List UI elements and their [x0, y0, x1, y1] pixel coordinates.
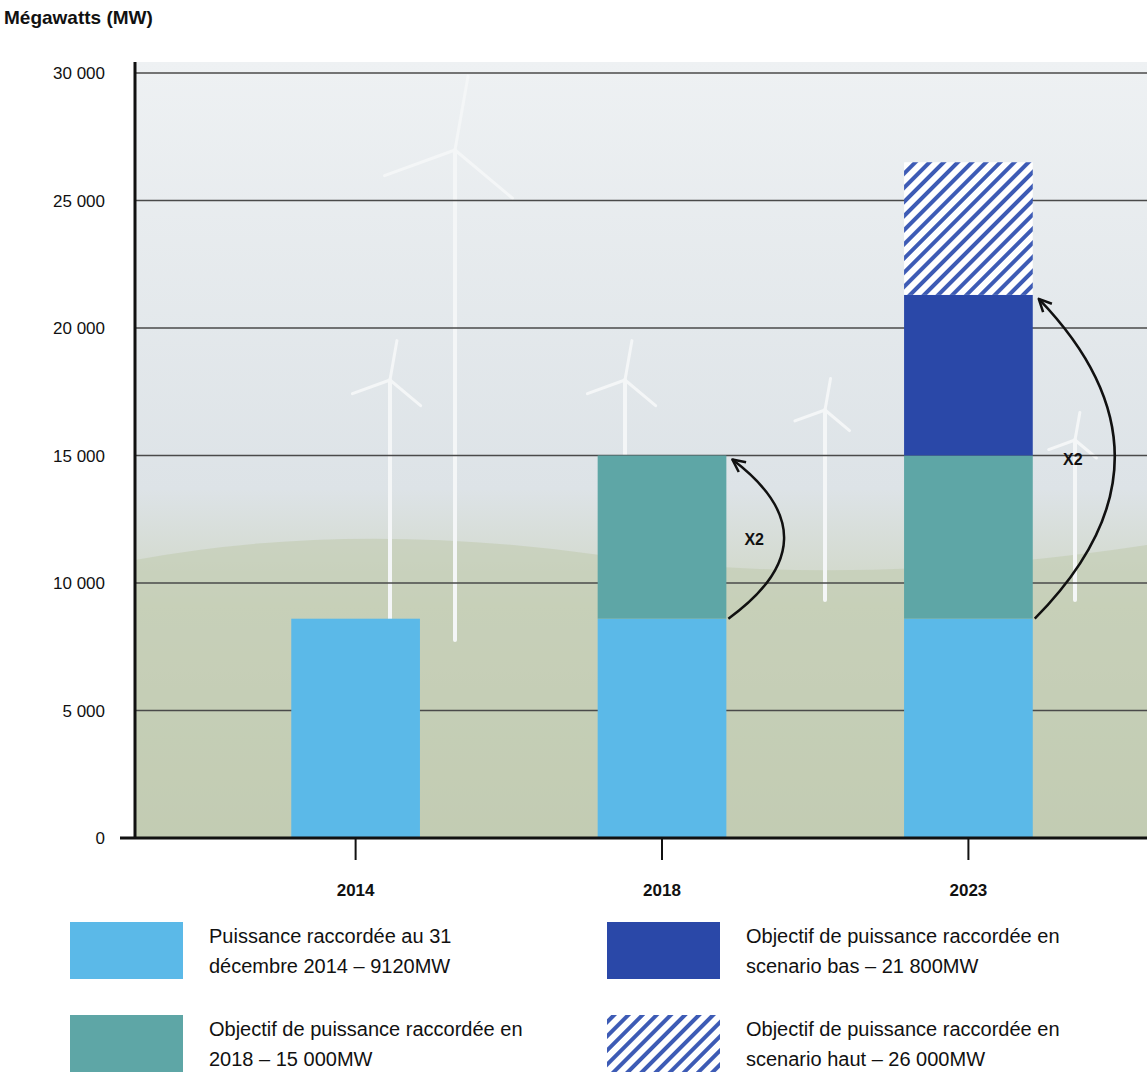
turbine-blade — [625, 341, 632, 380]
annotation-arrow — [728, 460, 784, 619]
x-tick — [967, 838, 969, 860]
turbine — [1049, 412, 1097, 600]
legend-label-line: Objectif de puissance raccordée en — [746, 1018, 1060, 1040]
annotation-text: X2 — [1063, 451, 1083, 468]
x-axis-ticks: 2014 2018 2023 — [337, 838, 988, 900]
y-axis-title: Mégawatts (MW) — [4, 7, 153, 28]
legend-swatch — [607, 1015, 720, 1072]
legend-label: Puissance raccordée au 31 décembre 2014 –… — [209, 925, 451, 977]
legend-label-line: scenario haut – 26 000MW — [746, 1048, 985, 1070]
x-tick-label: 2023 — [950, 881, 988, 900]
legend-label-line: 2018 – 15 000MW — [209, 1048, 373, 1070]
turbine-blade — [455, 76, 468, 150]
annotation-arrowhead — [732, 460, 746, 472]
legend-label: Objectif de puissance raccordée en scenar… — [746, 925, 1060, 977]
legend-label-line: décembre 2014 – 9120MW — [209, 955, 450, 977]
turbine-tower — [388, 380, 392, 640]
annotation-arrow — [1035, 299, 1115, 619]
y-axis-ticks: 0 5 000 10 000 15 000 20 000 25 000 30 000 — [53, 64, 1147, 848]
x-tick-label: 2014 — [337, 881, 375, 900]
turbine-blade — [390, 380, 421, 406]
x-tick — [355, 838, 357, 860]
x-tick-label: 2018 — [643, 881, 681, 900]
turbine-tower — [823, 410, 827, 600]
legend-label: Objectif de puissance raccordée en scenar… — [746, 1018, 1060, 1070]
turbine — [385, 76, 513, 640]
annotation-arrowhead — [1039, 299, 1052, 312]
turbine-blade — [385, 150, 455, 176]
y-tick-label: 15 000 — [53, 447, 105, 466]
x-axis-line — [120, 837, 1147, 840]
legend-label-line: Objectif de puissance raccordée en — [209, 1018, 523, 1040]
legend-swatch — [70, 1015, 183, 1072]
x-tick — [661, 838, 663, 860]
turbine-blade — [587, 380, 625, 394]
y-tick-label: 30 000 — [53, 64, 105, 83]
legend-swatch — [70, 922, 183, 979]
legend-label-line: scenario bas – 21 800MW — [746, 955, 978, 977]
legend-label-line: Objectif de puissance raccordée en — [746, 925, 1060, 947]
turbine-tower — [453, 150, 457, 640]
bar-segment — [598, 456, 727, 619]
legend-label-line: Puissance raccordée au 31 — [209, 925, 451, 947]
bar-segment — [291, 619, 420, 838]
turbine-blade — [795, 410, 825, 421]
turbine-blade — [825, 378, 831, 410]
turbine-blade — [455, 150, 512, 198]
bar-segment — [904, 456, 1033, 619]
legend-swatch — [607, 922, 720, 979]
turbine-blade — [1075, 412, 1080, 440]
turbine-blade — [625, 380, 656, 406]
turbine-blade — [825, 410, 850, 431]
turbine-blade — [352, 380, 390, 394]
annotations: X2 X2 — [728, 299, 1114, 619]
bar-segment — [904, 619, 1033, 838]
annotation-text: X2 — [744, 531, 764, 548]
bar-segment — [904, 295, 1033, 456]
legend: Puissance raccordée au 31 décembre 2014 –… — [70, 922, 1060, 1072]
grid-line — [135, 72, 1147, 74]
turbine-blade — [390, 341, 397, 380]
y-tick-label: 25 000 — [53, 192, 105, 211]
y-tick-label: 20 000 — [53, 319, 105, 338]
bar-segment — [904, 162, 1033, 295]
turbine — [795, 378, 850, 600]
chart: 0 5 000 10 000 15 000 20 000 25 000 30 000 2014… — [0, 0, 1147, 1091]
y-tick-label: 5 000 — [62, 702, 105, 721]
y-tick-label: 10 000 — [53, 574, 105, 593]
y-tick-label: 0 — [96, 829, 105, 848]
bars — [291, 162, 1032, 838]
legend-label: Objectif de puissance raccordée en 2018 –… — [209, 1018, 523, 1070]
y-axis-line — [134, 62, 137, 839]
bar-segment — [598, 619, 727, 838]
plot-background — [135, 62, 1147, 838]
turbine-blade — [1049, 440, 1075, 450]
turbine — [352, 341, 420, 640]
